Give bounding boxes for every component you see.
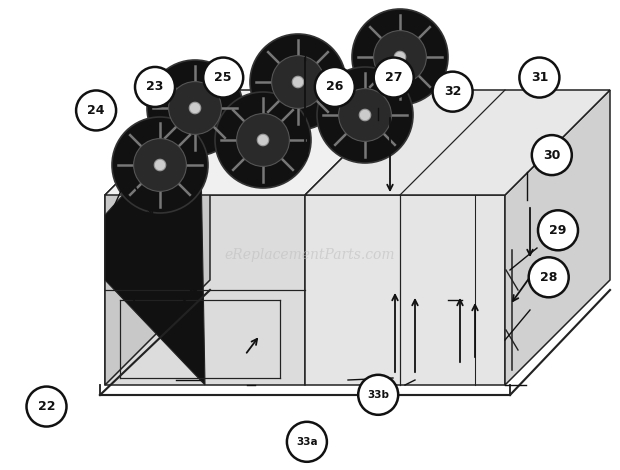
Circle shape xyxy=(287,422,327,462)
Text: 31: 31 xyxy=(531,71,548,84)
Circle shape xyxy=(292,76,304,88)
Circle shape xyxy=(315,67,355,107)
Circle shape xyxy=(203,57,243,98)
Circle shape xyxy=(532,135,572,175)
Text: 27: 27 xyxy=(385,71,402,84)
Circle shape xyxy=(135,67,175,107)
Text: 33a: 33a xyxy=(296,437,317,447)
Text: 29: 29 xyxy=(549,224,567,237)
Circle shape xyxy=(237,114,290,166)
Circle shape xyxy=(520,57,559,98)
Text: eReplacementParts.com: eReplacementParts.com xyxy=(224,248,396,262)
Text: 23: 23 xyxy=(146,80,164,94)
Circle shape xyxy=(538,210,578,251)
Text: 28: 28 xyxy=(540,271,557,284)
Circle shape xyxy=(374,57,414,98)
Circle shape xyxy=(112,117,208,213)
Circle shape xyxy=(250,34,346,130)
Circle shape xyxy=(189,102,201,114)
Circle shape xyxy=(147,60,243,156)
Text: 30: 30 xyxy=(543,149,560,162)
Text: 26: 26 xyxy=(326,80,343,94)
Circle shape xyxy=(529,257,569,298)
Text: 24: 24 xyxy=(87,104,105,117)
Circle shape xyxy=(317,67,413,163)
Circle shape xyxy=(169,82,221,134)
Polygon shape xyxy=(105,90,410,195)
Circle shape xyxy=(339,89,391,141)
Circle shape xyxy=(154,159,166,171)
Text: 32: 32 xyxy=(444,85,461,98)
Circle shape xyxy=(257,134,268,146)
Polygon shape xyxy=(505,90,610,385)
Circle shape xyxy=(359,109,371,121)
Polygon shape xyxy=(305,90,610,195)
Polygon shape xyxy=(305,195,505,385)
Text: 22: 22 xyxy=(38,400,55,413)
Text: 25: 25 xyxy=(215,71,232,84)
Circle shape xyxy=(215,92,311,188)
Polygon shape xyxy=(105,195,305,385)
Circle shape xyxy=(76,90,116,131)
Circle shape xyxy=(27,386,66,427)
Polygon shape xyxy=(105,90,210,385)
Polygon shape xyxy=(105,110,205,385)
Circle shape xyxy=(394,51,405,63)
Circle shape xyxy=(133,139,187,191)
Text: 33b: 33b xyxy=(367,390,389,400)
Circle shape xyxy=(433,71,472,112)
Circle shape xyxy=(358,375,398,415)
Circle shape xyxy=(272,55,324,109)
Circle shape xyxy=(374,31,427,83)
Circle shape xyxy=(352,9,448,105)
